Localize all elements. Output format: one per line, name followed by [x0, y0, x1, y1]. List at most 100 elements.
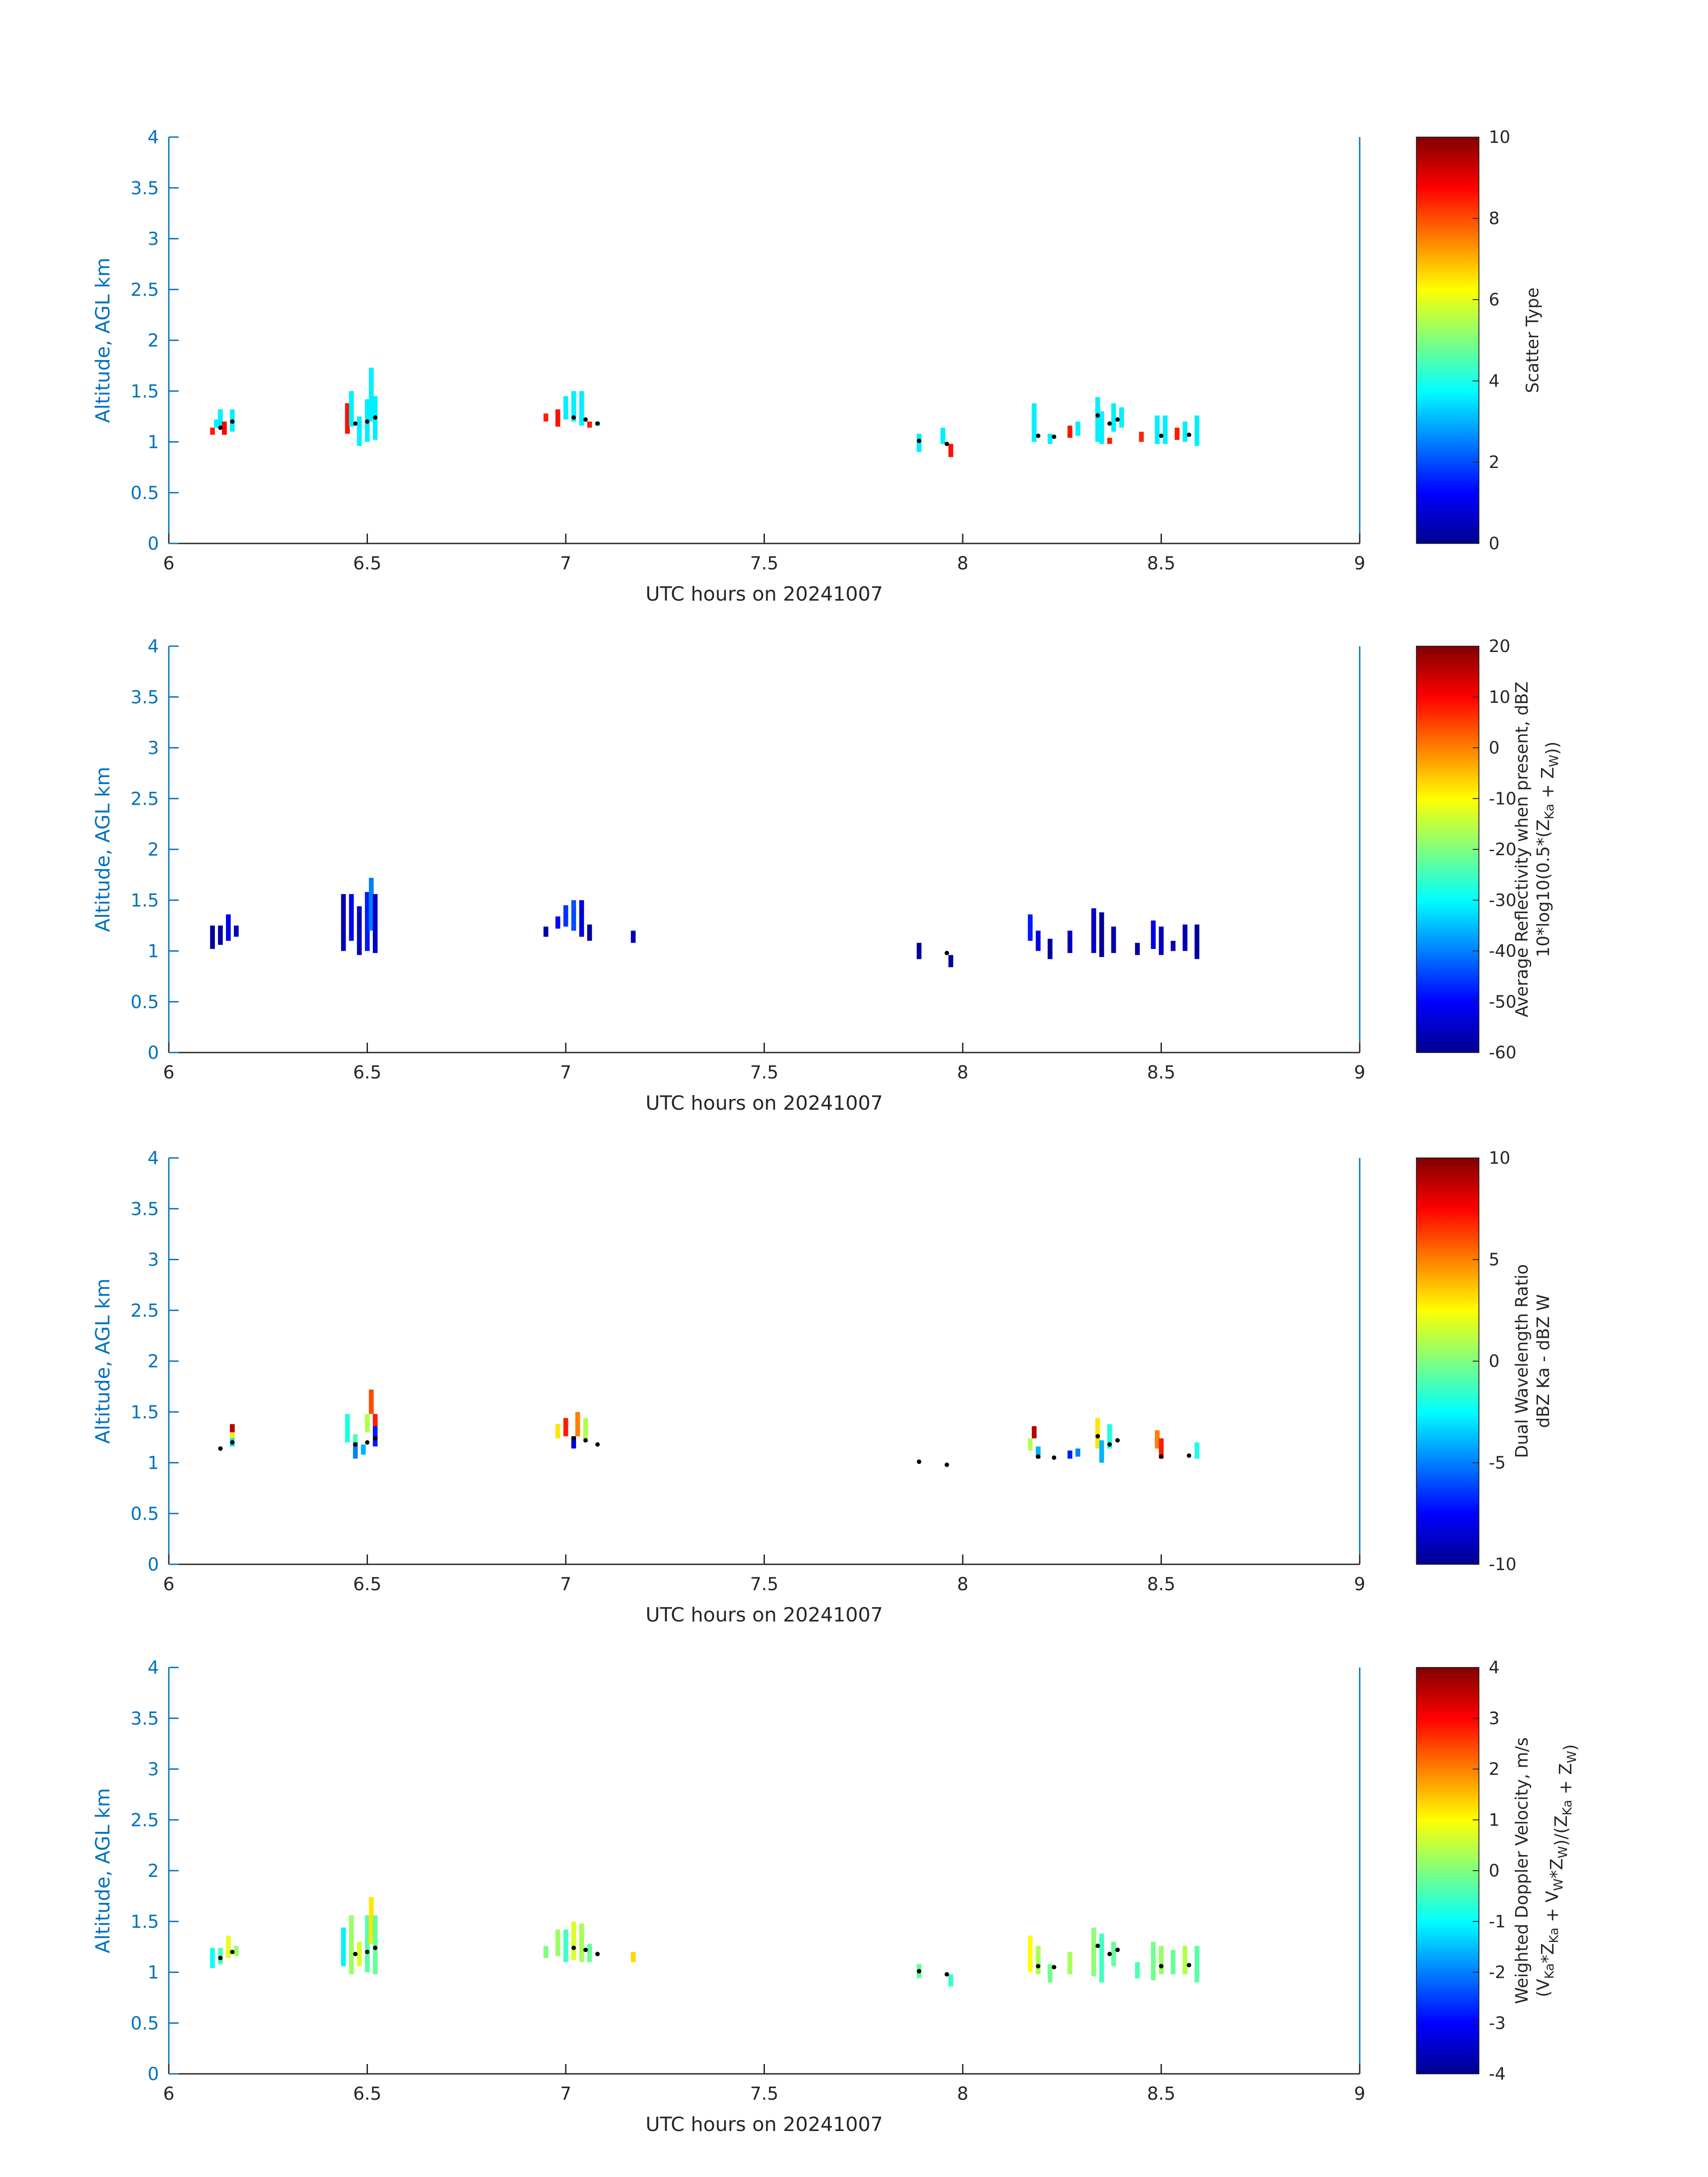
data-cell [226, 1935, 231, 1958]
data-point [1052, 435, 1057, 439]
data-cell [372, 1414, 378, 1426]
data-cell [948, 1974, 953, 1987]
data-cell [555, 916, 560, 929]
colorbar-tick-label: 6 [1489, 290, 1499, 309]
data-cell [1107, 1424, 1112, 1449]
data-cell [563, 905, 568, 927]
y-tick-label: 3 [148, 229, 159, 250]
data-cell [1075, 422, 1081, 436]
x-tick-label: 6 [163, 2084, 174, 2104]
data-cell [369, 1389, 374, 1414]
data-cell [579, 900, 584, 937]
data-cell [1159, 1946, 1164, 1975]
data-point [583, 1438, 588, 1443]
y-tick-label: 0 [148, 2064, 159, 2085]
x-tick-label: 8 [957, 2084, 968, 2104]
colorbar-tick-label: 10 [1489, 1148, 1510, 1168]
data-cell [563, 1418, 568, 1437]
x-tick-label: 8.5 [1147, 2084, 1176, 2104]
data-cell [210, 925, 215, 949]
data-cell [1170, 940, 1176, 951]
y-tick-label: 2 [148, 330, 159, 351]
data-cell [1170, 1950, 1176, 1974]
data-cell [341, 1927, 346, 1966]
data-cell [218, 925, 223, 945]
data-cell [1095, 397, 1100, 442]
data-cell [230, 1432, 235, 1438]
data-point [944, 442, 949, 446]
data-cell [948, 444, 953, 457]
y-axis-label: Altitude, AGL km [92, 258, 114, 423]
data-cell [1048, 1964, 1052, 1983]
data-cell [345, 1414, 350, 1442]
y-tick-label: 0 [148, 1554, 159, 1575]
colorbar-label: Dual Wavelength Ratio [1512, 1264, 1532, 1458]
data-cell [1031, 403, 1037, 442]
data-cell [218, 409, 223, 428]
data-cell [631, 1952, 636, 1962]
y-tick-label: 0.5 [130, 2013, 159, 2034]
data-cell [587, 1943, 592, 1962]
data-point [595, 421, 600, 426]
y-tick-label: 4 [148, 1658, 159, 1678]
data-point [595, 1951, 600, 1956]
data-cell [543, 1946, 548, 1958]
data-cell [349, 1915, 354, 1974]
data-cell [1111, 1942, 1116, 1966]
colorbar-tick-label: 2 [1489, 452, 1499, 472]
x-tick-label: 6.5 [353, 2084, 382, 2104]
data-cell [563, 1929, 568, 1962]
data-point [1052, 1455, 1057, 1460]
data-cell [357, 906, 362, 955]
colorbar-tick-label: 5 [1489, 1250, 1499, 1270]
data-cell [357, 416, 362, 446]
colorbar-label: (VKa*ZKa + VW*ZW)/(ZKa + ZW) [1533, 1744, 1580, 1997]
x-tick-label: 6.5 [353, 553, 382, 574]
colorbar-tick-label: -50 [1489, 992, 1516, 1011]
colorbar-tick-label: 0 [1489, 738, 1499, 758]
y-axis-label: Altitude, AGL km [92, 1788, 114, 1953]
x-tick-label: 9 [1354, 553, 1365, 574]
y-tick-label: 1.5 [130, 890, 159, 911]
colorbar-tick-label: -3 [1489, 2013, 1506, 2033]
data-cell [1027, 1438, 1033, 1451]
data-cell [365, 892, 370, 951]
data-cell [1091, 1927, 1096, 1976]
data-cell [1155, 415, 1160, 444]
data-cell [1174, 427, 1180, 440]
colorbar-tick-label: 4 [1489, 371, 1499, 391]
y-tick-label: 0.5 [130, 483, 159, 503]
data-cell [365, 1915, 370, 1972]
data-cell [1067, 1450, 1073, 1459]
x-tick-label: 8 [957, 1062, 968, 1083]
data-point [583, 417, 588, 422]
y-tick-label: 2.5 [130, 789, 159, 809]
y-tick-label: 1.5 [130, 381, 159, 402]
data-cell [1027, 914, 1033, 941]
x-tick-label: 8 [957, 553, 968, 574]
y-tick-label: 4 [148, 1148, 159, 1169]
data-cell [1027, 1935, 1033, 1972]
colorbar-label: Weighted Doppler Velocity, m/s [1512, 1737, 1532, 2004]
colorbar [1416, 1157, 1479, 1565]
data-point [571, 1436, 576, 1441]
y-tick-label: 3.5 [130, 1199, 159, 1220]
x-tick-label: 8 [957, 1574, 968, 1595]
y-tick-label: 1.5 [130, 1912, 159, 1932]
data-point [917, 1969, 922, 1974]
x-tick-label: 6.5 [353, 1062, 382, 1083]
data-cell [579, 391, 584, 426]
data-cell [1048, 434, 1052, 444]
x-tick-label: 7 [560, 553, 571, 574]
data-point [218, 425, 223, 430]
y-tick-label: 3 [148, 738, 159, 759]
data-cell [1067, 1952, 1073, 1975]
data-cell [369, 877, 374, 931]
colorbar-tick-label: 10 [1489, 687, 1510, 707]
x-axis-label: UTC hours on 20241007 [646, 583, 883, 606]
data-cell [1135, 943, 1140, 955]
colorbar-tick-label: -5 [1489, 1453, 1506, 1473]
data-cell [369, 368, 374, 422]
data-cell [1119, 407, 1124, 428]
y-tick-label: 2.5 [130, 280, 159, 300]
